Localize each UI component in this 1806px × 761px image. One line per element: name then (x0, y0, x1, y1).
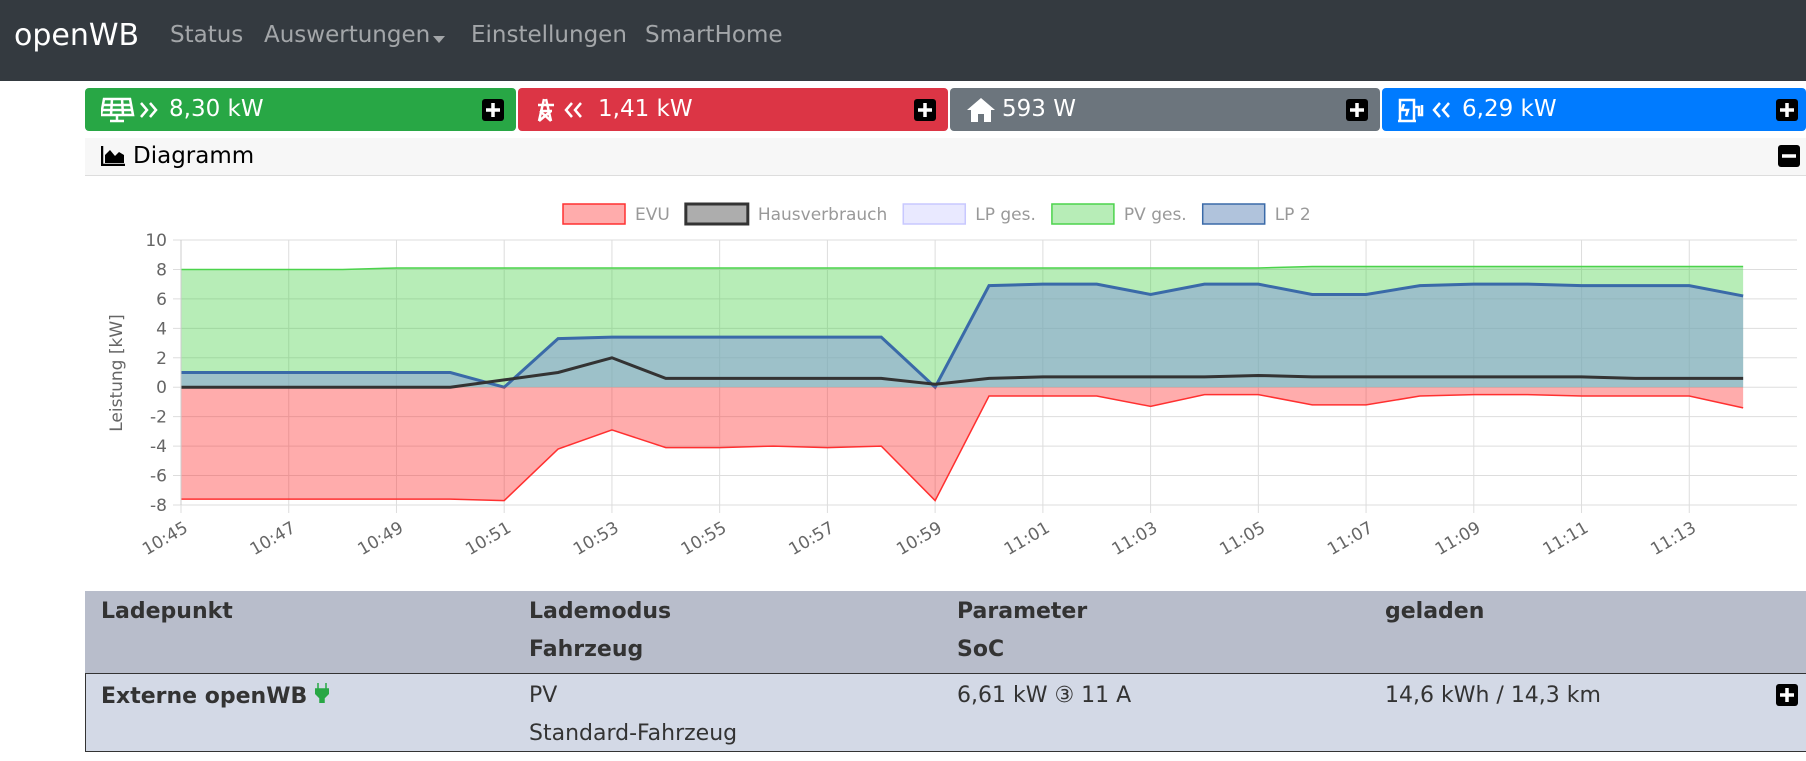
cell: Standard-Fahrzeug (529, 721, 738, 746)
nav-item[interactable]: Status (170, 22, 244, 48)
x-tick-label: 10:47 (247, 518, 299, 560)
y-tick-label: -8 (150, 496, 167, 516)
tile-value: 8,30 kW (169, 96, 264, 122)
y-tick-label: 6 (156, 290, 167, 310)
x-tick-label: 11:05 (1216, 518, 1268, 560)
nav-item[interactable]: SmartHome (645, 22, 783, 48)
y-tick-label: -4 (150, 437, 167, 457)
area (181, 284, 1744, 388)
header-cell: geladen (1385, 599, 1485, 624)
cell: 6,61 kW ③ 11 A (957, 683, 1132, 708)
legend-label: EVU (635, 205, 670, 225)
icon (101, 97, 158, 123)
expand-button[interactable] (482, 99, 504, 121)
collapse-button[interactable] (1778, 145, 1800, 167)
tile-value: 593 W (1002, 96, 1076, 122)
legend-label: Hausverbrauch (758, 205, 887, 225)
cell: 14,6 kWh / 14,3 km (1385, 683, 1601, 708)
expand-button[interactable] (1776, 99, 1798, 121)
area (181, 284, 1744, 388)
header-cell: Ladepunkt (101, 599, 233, 624)
area (181, 387, 1744, 501)
header-cell: Fahrzeug (529, 637, 644, 662)
diagram-title: Diagramm (133, 143, 255, 169)
grid-tile[interactable]: 1,41 kW (518, 88, 948, 131)
header-cell: Lademodus (529, 599, 672, 624)
y-axis-label: Leistung [kW] (107, 314, 127, 432)
icon (1398, 98, 1450, 123)
expand-button[interactable] (1346, 99, 1368, 121)
tile-value: 1,41 kW (598, 96, 693, 122)
brand[interactable]: openWB (14, 18, 140, 53)
x-tick-label: 11:03 (1109, 518, 1161, 560)
legend-swatch (684, 202, 750, 226)
nav-item[interactable]: Auswertungen (264, 22, 431, 48)
icon (967, 98, 995, 122)
expand-button[interactable] (1776, 684, 1798, 706)
navbar: openWB Status Auswertungen Einstellungen… (0, 0, 1806, 81)
table-row[interactable]: Externe openWB PV Standard-Fahrzeug 6,61 … (85, 673, 1806, 752)
x-tick-label: 11:11 (1540, 518, 1592, 560)
area (181, 266, 1744, 388)
expand-button[interactable] (914, 99, 936, 121)
x-tick-label: 11:09 (1432, 518, 1484, 560)
icon (537, 98, 582, 122)
legend-swatch (562, 203, 626, 225)
pv-tile[interactable]: 8,30 kW (85, 88, 516, 131)
cell: Externe openWB (101, 684, 308, 709)
tile-value: 6,29 kW (1462, 96, 1557, 122)
cell: PV (529, 683, 558, 708)
y-tick-label: -2 (150, 408, 167, 428)
line (181, 393, 1744, 502)
x-tick-label: 10:55 (678, 518, 730, 560)
table-header: Ladepunkt Lademodus Fahrzeug Parameter SoC… (85, 591, 1806, 673)
x-tick-label: 10:51 (462, 518, 514, 560)
legend-label: PV ges. (1124, 205, 1187, 225)
x-tick-label: 10:49 (355, 518, 407, 560)
y-tick-label: 2 (156, 349, 167, 369)
line (181, 356, 1744, 389)
x-tick-label: 10:57 (785, 518, 837, 560)
y-tick-label: 8 (156, 260, 167, 280)
charge-tile[interactable]: 6,29 kW (1382, 88, 1806, 131)
line (181, 282, 1744, 390)
legend-label: LP 2 (1275, 205, 1311, 225)
caret (433, 36, 445, 43)
x-tick-label: 10:59 (893, 518, 945, 560)
x-tick-label: 10:45 (139, 518, 191, 560)
legend-swatch (902, 203, 967, 225)
line (181, 265, 1744, 271)
x-tick-label: 11:01 (1001, 518, 1053, 560)
x-tick-label: 11:13 (1647, 518, 1699, 560)
y-tick-label: 4 (156, 319, 167, 339)
y-tick-label: -6 (150, 467, 167, 487)
legend-swatch (1201, 203, 1266, 225)
y-tick-label: 0 (156, 378, 167, 398)
nav-item[interactable]: Einstellungen (471, 22, 627, 48)
legend-label: LP ges. (975, 205, 1036, 225)
chart: Leistung [kW] -8 -6 -4 -2 0 2 4 6 8 10 10:45 10:47 1… (107, 202, 1797, 560)
x-tick-label: 10:53 (570, 518, 622, 560)
header-cell: SoC (957, 637, 1005, 662)
legend-swatch (1051, 203, 1115, 225)
icon (101, 146, 125, 166)
x-tick-label: 11:07 (1324, 518, 1376, 560)
plug-icon (314, 683, 330, 704)
y-tick-label: 10 (145, 231, 167, 251)
diagram-header: Diagramm (85, 138, 1806, 176)
house-tile[interactable]: 593 W (950, 88, 1380, 131)
header-cell: Parameter (957, 599, 1088, 624)
